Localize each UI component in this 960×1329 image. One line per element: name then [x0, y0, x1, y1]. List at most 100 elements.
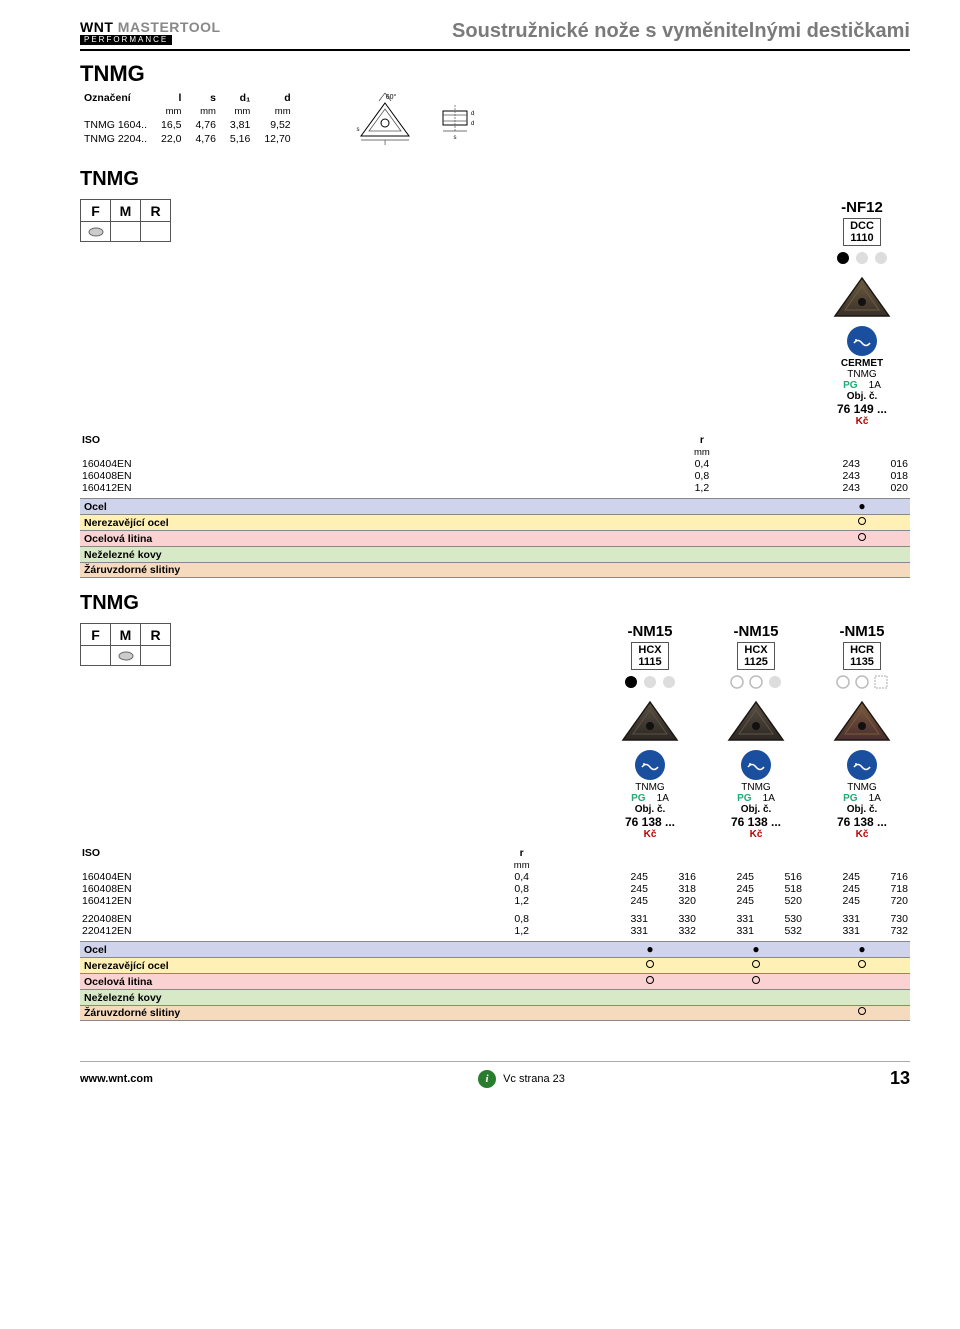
price-col-1: 245516245518245520331530331532 — [708, 871, 804, 937]
iso-label: ISO — [80, 433, 594, 447]
brand-circle-icon — [847, 326, 877, 356]
material-mark: ● — [602, 943, 698, 957]
material-row: Nerezavějící ocel — [80, 957, 910, 973]
brand-light: MASTERTOOL — [118, 19, 221, 35]
material-mark — [814, 517, 910, 529]
footer-page: 13 — [890, 1068, 910, 1089]
dim-col-4: d — [264, 91, 304, 105]
variant-name: -NM15 — [814, 623, 910, 640]
material-row: Ocelová litina — [80, 530, 910, 546]
brand-logo: WNT MASTERTOOL PERFORMANCE — [80, 20, 221, 45]
price-col-0: 243016243018243020 — [814, 458, 910, 494]
brand-circle-icon — [635, 750, 665, 780]
material-row: Nerezavějící ocel — [80, 514, 910, 530]
iso-r: 0,8 — [445, 883, 602, 895]
price-cell: 243018 — [814, 470, 910, 482]
material-row: Neželezné kovy — [80, 546, 910, 562]
footer-ref: Vc strana 23 — [503, 1073, 565, 1085]
price-cell: 245718 — [814, 883, 910, 895]
dim-row-0: TNMG 1604.. 16,5 4,76 3,81 9,52 — [80, 118, 305, 132]
price-cell: 245516 — [708, 871, 804, 883]
material-name: Neželezné kovy — [80, 549, 814, 561]
pg-row: PG 1A — [708, 793, 804, 804]
material-row: Ocelová litina — [80, 973, 910, 989]
pg-row: PG 1A — [602, 793, 698, 804]
material-name: Ocel — [80, 944, 602, 956]
insert-preview-icon — [827, 272, 897, 322]
material-mark — [602, 1007, 698, 1019]
material-name: Nerezavějící ocel — [80, 960, 602, 972]
coat-row — [814, 674, 910, 690]
iso-row: 160408EN 0,8 — [80, 470, 814, 482]
dim-col-3: d₁ — [230, 91, 264, 105]
variant-name: -NM15 — [602, 623, 698, 640]
insert-drawing-icon: 60° l s d₁ d — [345, 91, 475, 146]
coat-dot-icon — [748, 674, 764, 690]
iso-row: 160404EN 0,4 — [80, 458, 814, 470]
block-1-title: TNMG — [80, 592, 910, 615]
fmr-f: F — [81, 200, 111, 222]
coat-dot-icon — [835, 250, 851, 266]
pg-row: PG 1A — [814, 380, 910, 391]
material-name: Ocelová litina — [80, 533, 814, 545]
fmr-icon-0 — [81, 646, 111, 666]
variant-col-0: -NM15 HCX1115 TNMG PG 1A Obj. č. 76 138 … — [602, 623, 698, 840]
grade-badge: HCX1125 — [737, 642, 775, 670]
price-cell: 245316 — [602, 871, 698, 883]
iso-r: 1,2 — [594, 482, 814, 494]
material-sub: TNMG — [814, 369, 910, 380]
iso-code: 160404EN — [80, 458, 594, 470]
material-mark: ● — [814, 500, 910, 514]
iso-row: 160412EN 1,2 — [80, 895, 602, 907]
price-columns: 2453162453182453203313303313322455162455… — [602, 871, 910, 937]
fmr-r: R — [141, 624, 171, 646]
r-unit: mm — [594, 447, 814, 458]
obj-label: Obj. č. — [602, 804, 698, 815]
material-mark — [814, 976, 910, 988]
price-cell: 331330 — [602, 913, 698, 925]
insert-preview-icon — [827, 696, 897, 746]
artno: 76 138 ... — [814, 815, 910, 829]
dim-col-1: l — [161, 91, 195, 105]
material-mark — [708, 960, 804, 972]
coat-dot-icon — [873, 674, 889, 690]
fmr-icon-1 — [111, 222, 141, 242]
brand-circle-icon — [847, 750, 877, 780]
coat-dot-icon — [854, 250, 870, 266]
price-col-2: 245716245718245720331730331732 — [814, 871, 910, 937]
iso-table: ISO r mm 160404EN 0,4 160408EN 0,8 16041… — [80, 433, 814, 494]
tnmg-dim-title: TNMG — [80, 61, 910, 87]
pg-row: PG 1A — [814, 793, 910, 804]
fmr-icon-1 — [111, 646, 141, 666]
iso-code: 160408EN — [80, 883, 445, 895]
r-label: r — [445, 846, 602, 860]
r-unit: mm — [445, 860, 602, 871]
dim-col-2: s — [195, 91, 229, 105]
material-strip-0: Ocel ● Nerezavějící ocel Ocelová litina … — [80, 498, 910, 578]
material-name: Žáruvzdorné slitiny — [80, 564, 814, 576]
dim-row-1: TNMG 2204.. 22,0 4,76 5,16 12,70 — [80, 132, 305, 146]
svg-text:d₁: d₁ — [471, 111, 475, 117]
price-col-0: 245316245318245320331330331332 — [602, 871, 698, 937]
material-row: Ocel ● — [80, 498, 910, 514]
price-cell: 331332 — [602, 925, 698, 937]
variant-name: -NF12 — [814, 199, 910, 216]
price-cell: 245716 — [814, 871, 910, 883]
material-mark — [602, 960, 698, 972]
iso-r: 1,2 — [445, 925, 602, 937]
iso-r: 0,8 — [445, 913, 602, 925]
iso-code: 160412EN — [80, 482, 594, 494]
artno: 76 138 ... — [708, 815, 804, 829]
iso-row: 160408EN 0,8 — [80, 883, 602, 895]
iso-r: 0,4 — [445, 871, 602, 883]
price-cell: 243020 — [814, 482, 910, 494]
coat-dot-icon — [661, 674, 677, 690]
price-cell: 331530 — [708, 913, 804, 925]
grade-badge: HCR1135 — [843, 642, 881, 670]
obj-label: Obj. č. — [708, 804, 804, 815]
angle-label: 60° — [385, 93, 396, 101]
iso-code: 220412EN — [80, 925, 445, 937]
iso-table: ISO r mm 160404EN 0,4 160408EN 0,8 16041… — [80, 846, 602, 937]
grade-badge: DCC1110 — [843, 218, 881, 246]
material-mark — [814, 533, 910, 545]
